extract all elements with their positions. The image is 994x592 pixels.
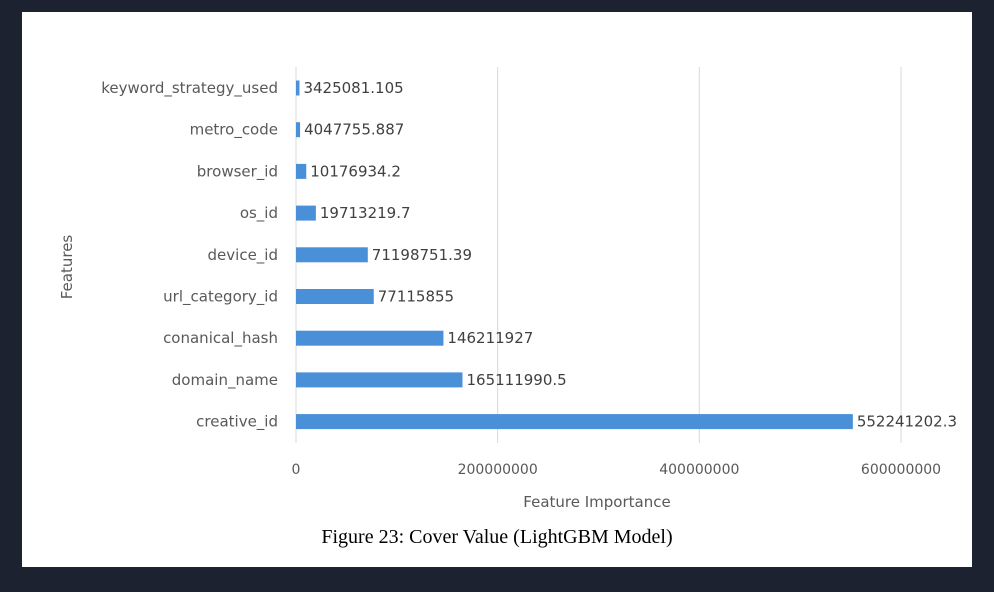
value-label: 77115855 [378,288,454,306]
value-label: 165111990.5 [466,371,566,389]
labels: 0 200000000 400000000 600000000 keyword_stra… [101,79,957,478]
bar-chart: 0 200000000 400000000 600000000 keyword_stra… [58,67,957,511]
bar-domain_name [296,372,463,388]
category-label: url_category_id [163,288,278,307]
value-label: 19713219.7 [320,204,411,222]
category-label: conanical_hash [163,329,278,348]
bar-os_id [296,205,316,221]
x-tick-label: 400000000 [659,462,739,478]
x-tick-label: 0 [292,462,301,478]
x-axis-title: Feature Importance [523,493,670,511]
category-label: device_id [208,246,278,265]
y-axis-title: Features [58,235,76,300]
value-label: 71198751.39 [372,246,472,264]
bar-url_category_id [296,289,374,304]
category-label: creative_id [196,413,278,432]
x-tick-label: 200000000 [458,462,538,478]
bar-conanical_hash [296,330,444,346]
category-label: os_id [240,204,278,223]
bar-keyword_strategy_used [296,80,300,96]
category-label: keyword_strategy_used [101,79,278,98]
value-label: 10176934.2 [310,162,401,180]
category-label: domain_name [172,371,278,390]
category-label: browser_id [197,162,278,181]
value-label: 552241202.3 [857,413,957,431]
bar-device_id [296,247,368,263]
figure-panel: 0 200000000 400000000 600000000 keyword_stra… [22,12,972,567]
figure-caption: Figure 23: Cover Value (LightGBM Model) [321,526,673,548]
x-tick-label: 600000000 [861,462,941,478]
bar-creative_id [296,414,853,430]
category-label: metro_code [190,121,278,140]
bars [296,80,853,430]
value-label: 4047755.887 [304,121,404,139]
value-label: 146211927 [447,329,533,347]
bar-metro_code [296,122,301,138]
value-label: 3425081.105 [303,79,403,97]
bar-browser_id [296,163,307,179]
